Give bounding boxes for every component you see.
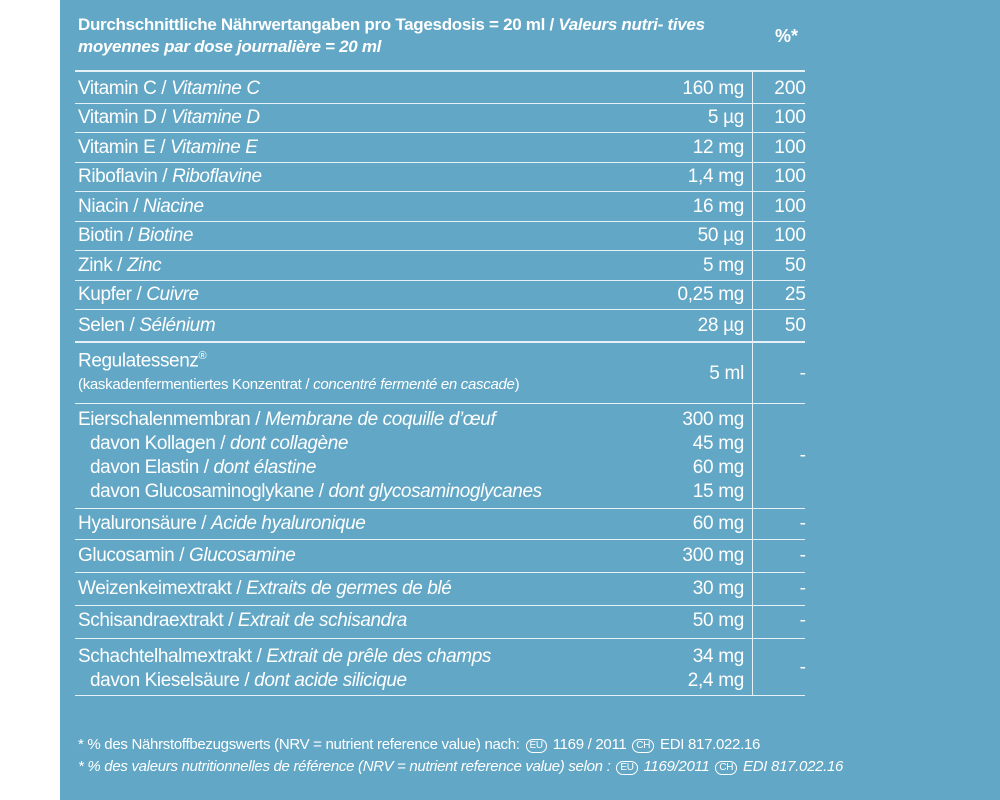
row-divider [75, 309, 805, 310]
row-label: Vitamin D / Vitamine D [78, 107, 260, 128]
row-label: Selen / Sélénium [78, 315, 216, 336]
sub-row-label: davon Elastin / dont élastine [90, 457, 317, 478]
horsetail-label: Schachtelhalmextrakt / Extrait de prêle … [78, 646, 491, 667]
footnote-de: * % des Nährstoffbezugswerts (NRV = nutr… [78, 736, 761, 753]
row-label: Glucosamin / Glucosamine [78, 545, 296, 566]
sub-row-label: davon Glucosaminoglykane / dont glycosam… [90, 481, 542, 502]
row-amount: 5 mg [702, 255, 744, 276]
row-amount: 50 mg [692, 610, 745, 631]
row-label: Vitamin E / Vitamine E [78, 137, 258, 158]
horsetail-percent: - [799, 657, 806, 678]
row-divider [75, 162, 805, 163]
row-label: Riboflavin / Riboflavine [78, 166, 262, 187]
regulatessenz-amount: 5 ml [709, 363, 744, 384]
row-amount: 28 µg [697, 315, 745, 336]
ch-badge: CH [715, 761, 738, 775]
regulatessenz-percent: - [799, 363, 806, 384]
row-divider [75, 280, 805, 281]
row-percent: 100 [774, 137, 806, 158]
row-label: Zink / Zinc [78, 255, 162, 276]
row-amount: 50 µg [697, 225, 745, 246]
row-label: Hyaluronsäure / Acide hyaluronique [78, 513, 366, 534]
row-amount: 60 mg [692, 513, 745, 534]
percent-column-header: %* [775, 26, 799, 46]
row-label: Niacin / Niacine [78, 196, 204, 217]
sub-row-label: davon Kieselsäure / dont acide silicique [90, 670, 407, 691]
row-percent: 25 [784, 284, 806, 305]
header-divider [75, 70, 805, 72]
row-label: Biotin / Biotine [78, 225, 194, 246]
header-de: Durchschnittliche Nährwertangaben pro Ta… [78, 15, 559, 34]
row-amount: 5 µg [707, 107, 744, 128]
egg-membrane-percent: - [799, 445, 806, 466]
eu-badge: EU [525, 739, 547, 753]
horsetail-amount: 34 mg [692, 646, 745, 667]
row-amount: 160 mg [682, 78, 744, 99]
row-amount: 30 mg [692, 578, 745, 599]
table-header: Durchschnittliche Nährwertangaben pro Ta… [78, 14, 758, 58]
regulatessenz-label: Regulatessenz® [78, 350, 207, 372]
row-divider [75, 250, 805, 251]
row-amount: 16 mg [692, 196, 745, 217]
header-fr: Valeurs nutri- tives moyennes par dose j… [78, 15, 705, 56]
row-divider [75, 403, 805, 404]
row-divider [75, 638, 805, 639]
row-label: Weizenkeimextrakt / Extraits de germes d… [78, 578, 452, 599]
sub-row-amount: 15 mg [692, 481, 745, 502]
row-percent: - [799, 578, 806, 599]
footnote-fr: * % des valeurs nutritionnelles de référ… [78, 758, 844, 775]
row-percent: 100 [774, 225, 806, 246]
row-percent: 50 [784, 315, 806, 336]
row-amount: 12 mg [692, 137, 745, 158]
row-percent: - [799, 545, 806, 566]
row-percent: - [799, 513, 806, 534]
eu-badge: EU [616, 761, 638, 775]
sub-row-amount: 2,4 mg [687, 670, 745, 691]
row-amount: 300 mg [682, 545, 744, 566]
section-divider [75, 341, 805, 343]
nutrition-panel: Durchschnittliche Nährwertangaben pro Ta… [60, 0, 1000, 800]
row-divider [75, 191, 805, 192]
row-label: Schisandraextrakt / Extrait de schisandr… [78, 610, 407, 631]
sub-row-label: davon Kollagen / dont collagène [90, 433, 349, 454]
row-divider [75, 508, 805, 509]
row-divider [75, 539, 805, 540]
row-label: Vitamin C / Vitamine C [78, 78, 260, 99]
column-divider [752, 70, 753, 696]
row-divider [75, 132, 805, 133]
row-percent: - [799, 610, 806, 631]
row-percent: 100 [774, 196, 806, 217]
ch-badge: CH [632, 739, 655, 753]
sub-row-amount: 60 mg [692, 457, 745, 478]
row-divider [75, 605, 805, 606]
row-divider [75, 221, 805, 222]
row-divider [75, 572, 805, 573]
row-amount: 0,25 mg [677, 284, 744, 305]
row-percent: 200 [774, 78, 806, 99]
row-label: Kupfer / Cuivre [78, 284, 199, 305]
table-bottom-rule [75, 695, 805, 696]
row-percent: 100 [774, 107, 806, 128]
egg-membrane-label: Eierschalenmembran / Membrane de coquill… [78, 409, 496, 430]
sub-row-amount: 45 mg [692, 433, 745, 454]
row-divider [75, 103, 805, 104]
row-percent: 100 [774, 166, 806, 187]
row-amount: 1,4 mg [687, 166, 745, 187]
row-percent: 50 [784, 255, 806, 276]
egg-membrane-amount: 300 mg [682, 409, 744, 430]
regulatessenz-note: (kaskadenfermentiertes Konzentrat / conc… [78, 376, 520, 393]
